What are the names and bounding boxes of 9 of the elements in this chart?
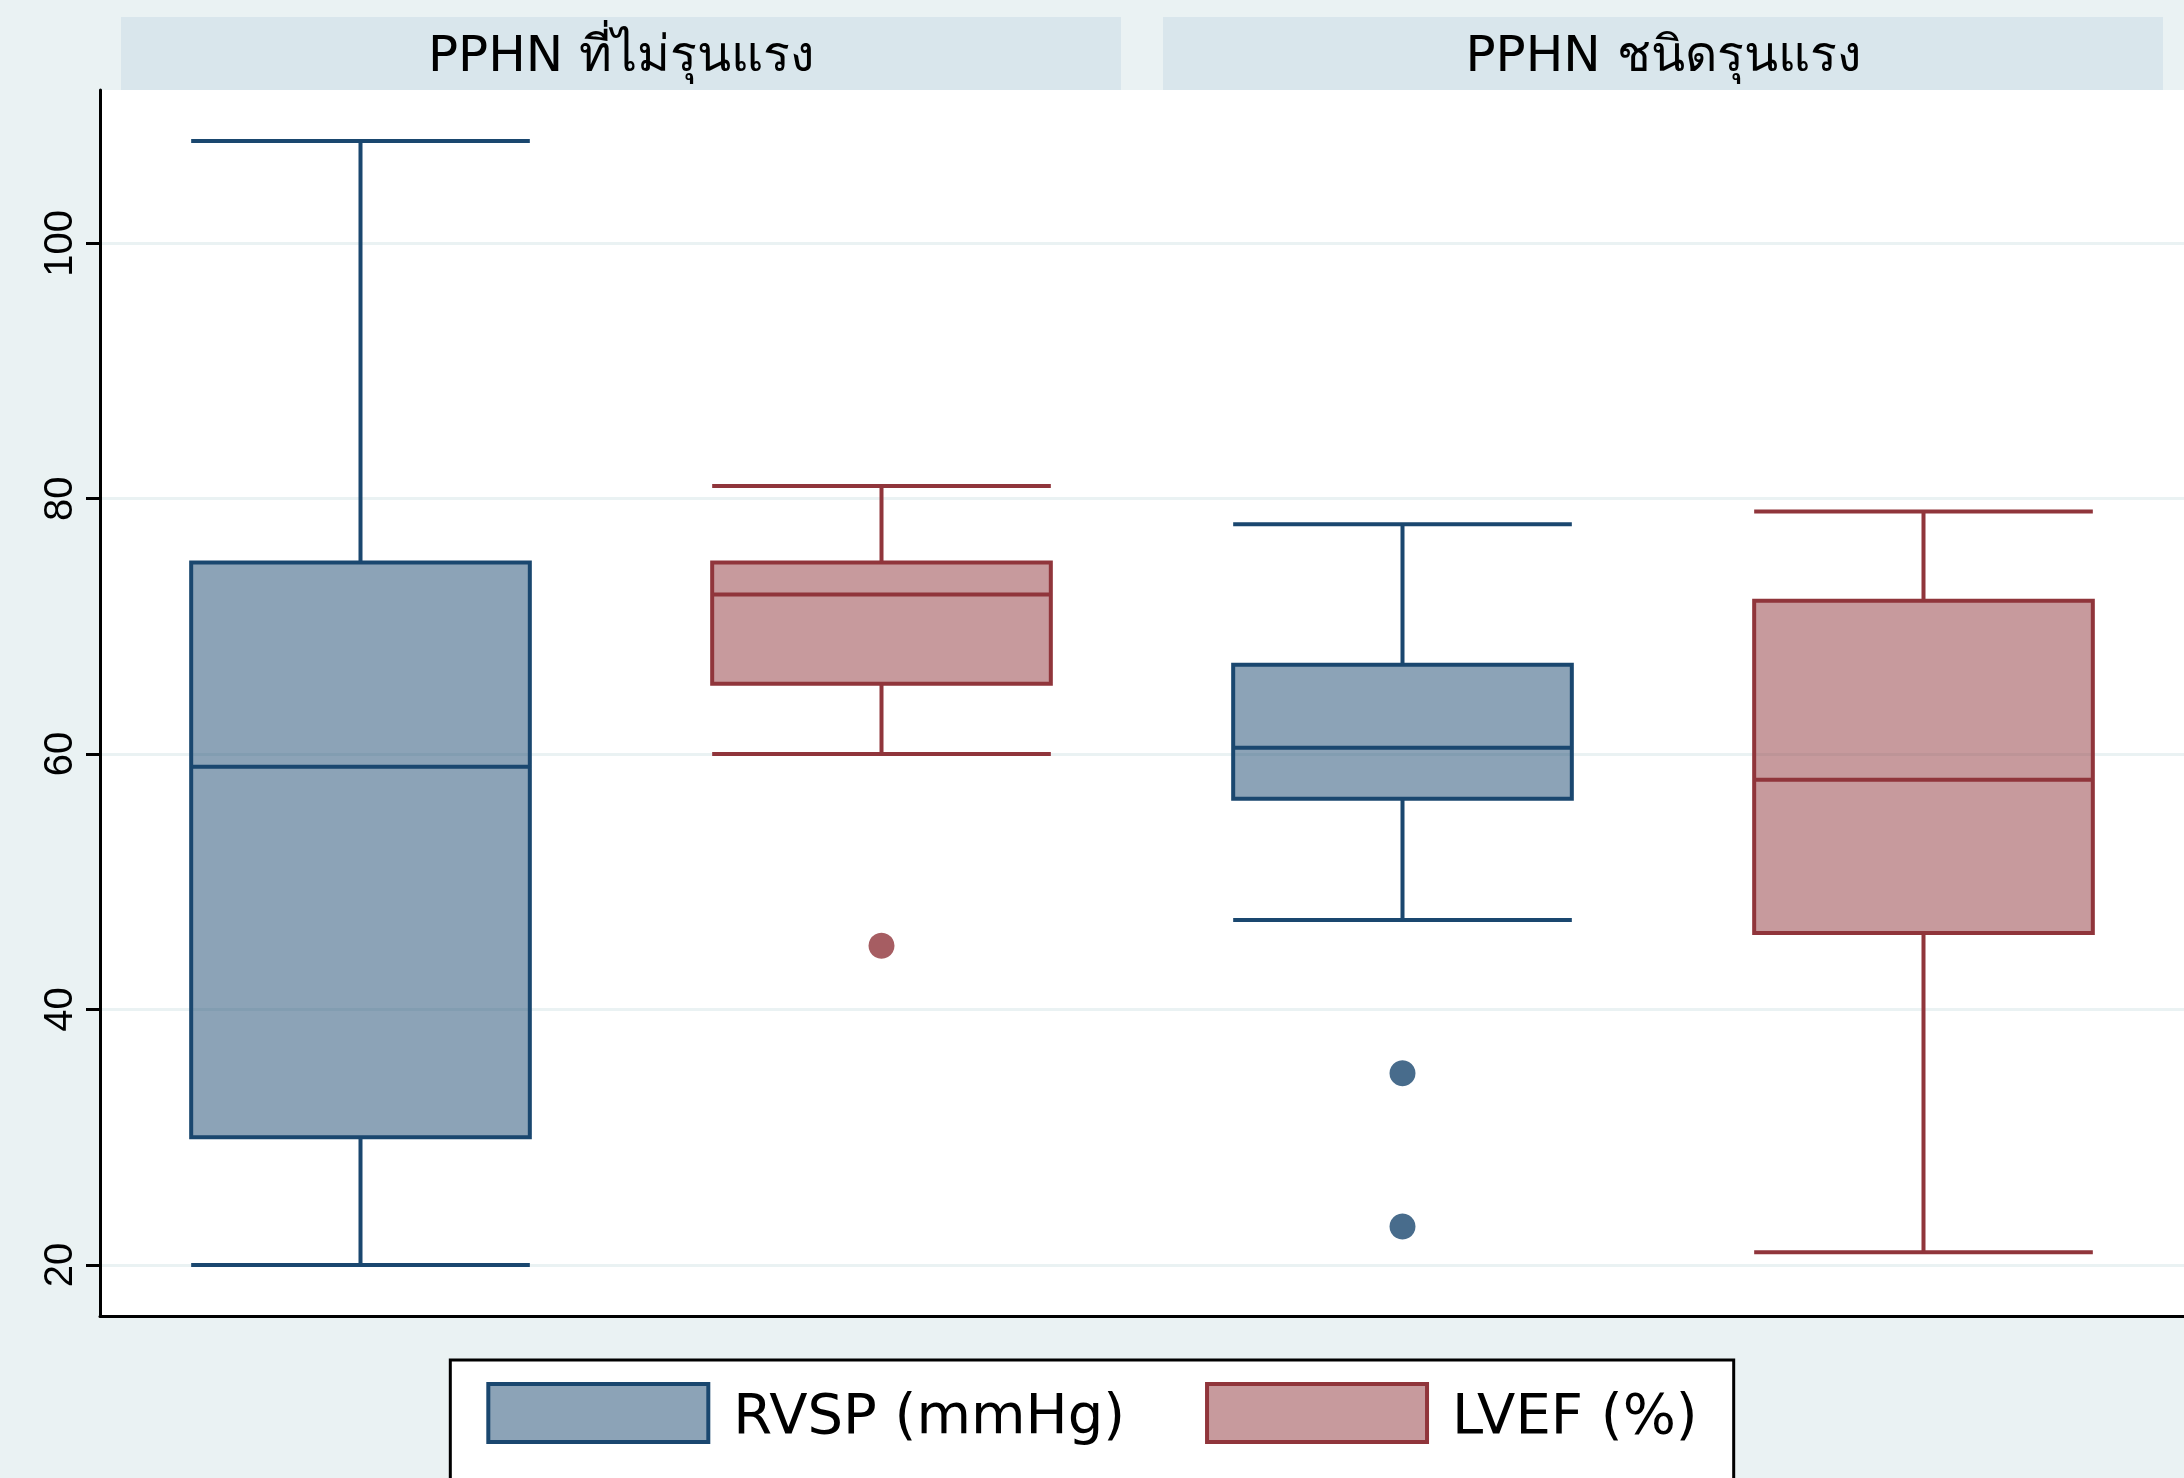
legend-label: LVEF (%) xyxy=(1452,1380,1698,1446)
y-tick-label: 60 xyxy=(36,731,80,777)
x-tick-label: PPHN ชนิดรุนแรง xyxy=(1465,24,1861,84)
x-tick-label: PPHN ที่ไม่รุนแรง xyxy=(427,19,815,84)
y-tick-label: 80 xyxy=(36,476,80,521)
legend-label: RVSP (mmHg) xyxy=(733,1380,1126,1446)
y-tick-label: 40 xyxy=(36,987,80,1032)
y-tick-label: 20 xyxy=(36,1242,80,1288)
y-tick-label: 100 xyxy=(36,209,80,277)
